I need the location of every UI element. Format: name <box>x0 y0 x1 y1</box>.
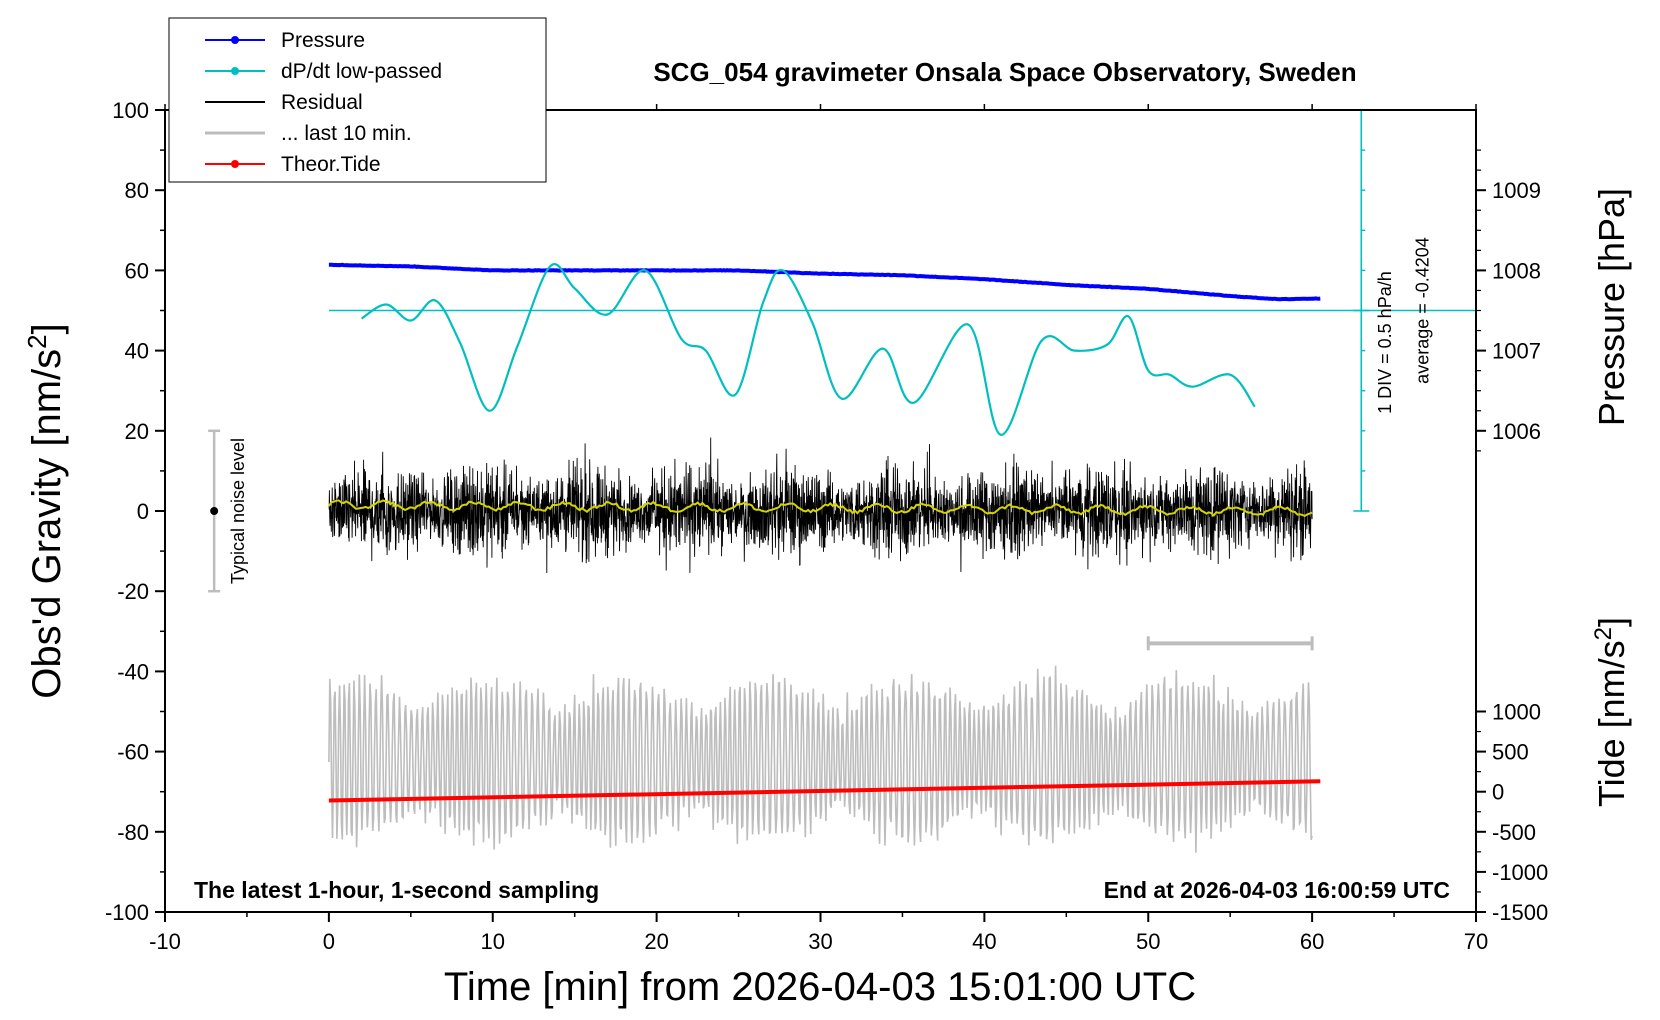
legend-marker <box>231 67 239 75</box>
x-tick-label: 60 <box>1300 929 1324 954</box>
residual-lowpass-series <box>328 499 1313 518</box>
x-tick-label: 50 <box>1136 929 1160 954</box>
theor-tide-line <box>328 779 1321 803</box>
y-tick-label: 60 <box>125 258 149 283</box>
x-tick-label: 70 <box>1464 929 1488 954</box>
y-tick-label: 80 <box>125 178 149 203</box>
legend-label: Theor.Tide <box>281 153 381 176</box>
legend-box <box>168 17 547 183</box>
legend-marker <box>231 160 239 168</box>
dpdt-average-label: average = -0.4204 <box>1412 237 1432 384</box>
y-tick-label: -40 <box>117 659 149 684</box>
theor-tide-series <box>328 779 1321 803</box>
y-tick-label: -20 <box>117 579 149 604</box>
legend-label: dP/dt low-passed <box>281 60 442 83</box>
x-axis-title: Time [min] from 2026-04-03 15:01:00 UTC <box>444 965 1196 1009</box>
legend: Pressure dP/dt low-passed Residual ... last… <box>168 17 547 183</box>
residual-series <box>328 437 1313 574</box>
tide-tick-label: 0 <box>1492 780 1504 805</box>
pressure-series <box>328 262 1321 302</box>
dpdt-series <box>328 109 1476 512</box>
x-tick-label: 10 <box>481 929 505 954</box>
x-tick-label: 0 <box>323 929 335 954</box>
x-tick-label: -10 <box>149 929 181 954</box>
pressure-tick-label: 1007 <box>1492 339 1541 364</box>
footer-left-label: The latest 1-hour, 1-second sampling <box>194 877 599 903</box>
pressure-line <box>328 262 1321 302</box>
tide-tick-label: 1000 <box>1492 700 1541 725</box>
residual-lowpass-line <box>328 499 1313 518</box>
y-tick-label: 20 <box>125 419 149 444</box>
x-tick-label: 40 <box>972 929 996 954</box>
tide-tick-label: -1000 <box>1492 860 1548 885</box>
y-axis-title-tide: Tide [nm/s2] <box>1590 617 1632 807</box>
legend-label: ... last 10 min. <box>281 122 412 145</box>
pressure-tick-label: 1006 <box>1492 419 1541 444</box>
pressure-tick-label: 1009 <box>1492 178 1541 203</box>
last-10-min-series <box>328 665 1313 853</box>
y-tick-label: -60 <box>117 740 149 765</box>
residual-line <box>328 437 1313 574</box>
y-axis-title-left: Obs'd Gravity [nm/s2] <box>22 323 69 699</box>
legend-label: Residual <box>281 91 363 114</box>
axis-ticks: -10 0 10 20 30 40 50 60 70-100-80-60-40-20020406… <box>105 98 1548 954</box>
y-axis-title-pressure: Pressure [hPa] <box>1591 188 1632 426</box>
chart-title: SCG_054 gravimeter Onsala Space Observat… <box>653 57 1356 87</box>
legend-label: Pressure <box>281 29 365 52</box>
x-tick-label: 20 <box>644 929 668 954</box>
tide-tick-label: 500 <box>1492 740 1529 765</box>
legend-marker <box>231 36 239 44</box>
dpdt-div-label: 1 DIV = 0.5 hPa/h <box>1375 271 1395 414</box>
footer-right-label: End at 2026-04-03 16:00:59 UTC <box>1104 877 1450 903</box>
last-10-min-line <box>328 665 1313 853</box>
noise-level-dot <box>210 507 219 515</box>
pressure-tick-label: 1008 <box>1492 258 1541 283</box>
x-tick-label: 30 <box>808 929 832 954</box>
y-tick-label: 100 <box>112 98 149 123</box>
tide-tick-label: -500 <box>1492 820 1536 845</box>
y-tick-label: 40 <box>125 339 149 364</box>
annotations: 1 DIV = 0.5 hPa/h average = -0.4204 Typica… <box>208 237 1432 651</box>
y-tick-label: -80 <box>117 820 149 845</box>
noise-level-label: Typical noise level <box>228 438 248 584</box>
y-tick-label: 0 <box>137 499 149 524</box>
tide-tick-label: -1500 <box>1492 900 1548 925</box>
dpdt-line <box>360 263 1256 436</box>
y-tick-label: -100 <box>105 900 149 925</box>
